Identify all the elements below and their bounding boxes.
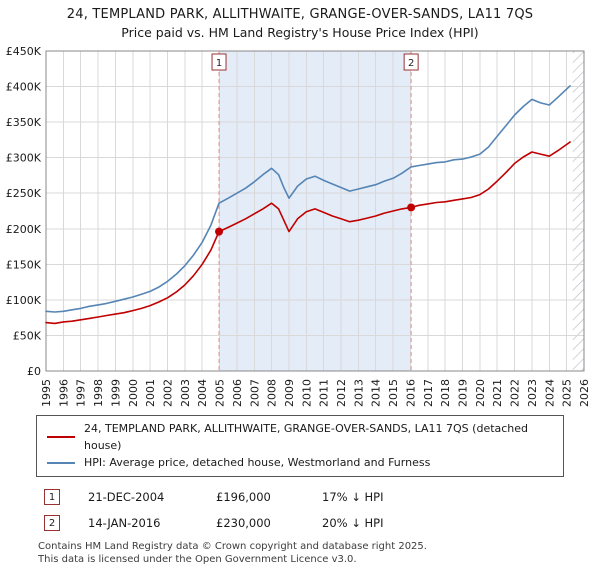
svg-text:1997: 1997 [75,379,88,407]
svg-text:2008: 2008 [266,379,279,407]
svg-text:£400K: £400K [6,81,42,94]
sale-2-number-box: 2 [44,515,60,531]
page-title: 24, TEMPLAND PARK, ALLITHWAITE, GRANGE-O… [66,7,534,22]
svg-text:£0: £0 [27,365,41,378]
sale-2-hpi-diff: 20% ↓ HPI [322,516,384,530]
legend-item-hpi: HPI: Average price, detached house, West… [47,454,553,471]
svg-text:£450K: £450K [6,45,42,58]
footer-line-1: Contains HM Land Registry data © Crown c… [38,541,427,552]
svg-text:2014: 2014 [370,379,383,407]
svg-text:1995: 1995 [40,379,53,407]
svg-text:1999: 1999 [109,379,122,407]
svg-text:2026: 2026 [578,379,591,407]
svg-text:2006: 2006 [231,379,244,407]
svg-text:£100K: £100K [6,294,42,307]
svg-text:2003: 2003 [179,379,192,407]
property-line-swatch [47,436,75,438]
sale-2-price: £230,000 [216,516,271,530]
svg-text:£200K: £200K [6,223,42,236]
sale-1-price: £196,000 [216,490,271,504]
price-history-chart: 1 2 £0 £50K £100K £150K £200K £250K £300K £350K £4… [6,45,591,407]
page-subtitle: Price paid vs. HM Land Registry's House … [121,25,479,40]
svg-text:£300K: £300K [6,152,42,165]
footer-line-2: This data is licensed under the Open Gov… [38,553,357,565]
sale-row-1: 1 21-DEC-2004 £196,000 17% ↓ HPI [44,489,600,505]
svg-text:1998: 1998 [92,379,105,407]
svg-text:2: 2 [408,58,414,69]
svg-text:2024: 2024 [543,379,556,407]
sale-1-hpi-diff: 17% ↓ HPI [322,490,384,504]
svg-text:2015: 2015 [387,379,400,407]
sale-1-number-box: 1 [44,489,60,505]
hpi-line-swatch [47,461,75,464]
sale-annotations: 1 21-DEC-2004 £196,000 17% ↓ HPI 2 14-JA… [44,489,600,531]
svg-text:1996: 1996 [57,379,70,407]
svg-text:2025: 2025 [561,379,574,407]
svg-text:2017: 2017 [422,379,435,407]
chart-legend: 24, TEMPLAND PARK, ALLITHWAITE, GRANGE-O… [36,415,564,477]
svg-text:2013: 2013 [352,379,365,407]
svg-text:2001: 2001 [144,379,157,407]
svg-text:£150K: £150K [6,258,42,271]
copyright-footer: Contains HM Land Registry data © Crown c… [38,541,600,566]
svg-text:2004: 2004 [196,379,209,407]
legend-label-hpi: HPI: Average price, detached house, West… [84,456,431,469]
svg-text:1: 1 [216,58,222,69]
svg-text:£250K: £250K [6,187,42,200]
svg-text:2000: 2000 [127,379,140,407]
svg-text:2009: 2009 [283,379,296,407]
svg-text:2020: 2020 [474,379,487,407]
svg-text:£50K: £50K [13,329,42,342]
sale-row-2: 2 14-JAN-2016 £230,000 20% ↓ HPI [44,515,600,531]
svg-text:2018: 2018 [439,379,452,407]
svg-text:2023: 2023 [526,379,539,407]
svg-text:2010: 2010 [300,379,313,407]
svg-text:2022: 2022 [509,379,522,407]
svg-text:2021: 2021 [491,379,504,407]
svg-text:2007: 2007 [248,379,261,407]
svg-text:2005: 2005 [214,379,227,407]
legend-label-property: 24, TEMPLAND PARK, ALLITHWAITE, GRANGE-O… [84,422,529,452]
chart-page: 24, TEMPLAND PARK, ALLITHWAITE, GRANGE-O… [0,7,600,566]
svg-text:£350K: £350K [6,116,42,129]
svg-text:2016: 2016 [404,379,417,407]
sale-1-date: 21-DEC-2004 [88,490,165,504]
sale-2-date: 14-JAN-2016 [88,516,161,530]
svg-text:2011: 2011 [318,379,331,407]
legend-item-property: 24, TEMPLAND PARK, ALLITHWAITE, GRANGE-O… [47,420,553,454]
svg-text:2012: 2012 [335,379,348,407]
svg-text:2002: 2002 [161,379,174,407]
svg-text:2019: 2019 [457,379,470,407]
